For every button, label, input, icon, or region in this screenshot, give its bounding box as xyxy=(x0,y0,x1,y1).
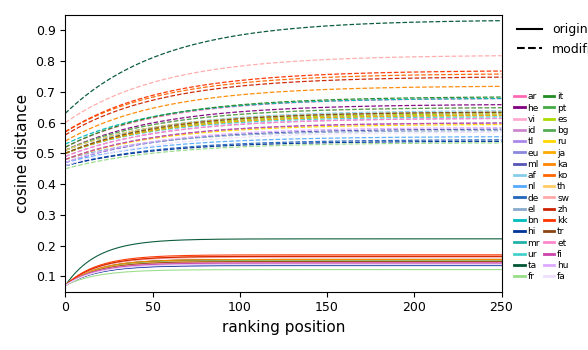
Legend: ar, he, vi, id, tl, eu, ml, af, nl, de, el, bn, hi, mr, ur, ta, fr, it, pt, es, : ar, he, vi, id, tl, eu, ml, af, nl, de, … xyxy=(510,89,573,285)
X-axis label: ranking position: ranking position xyxy=(222,320,345,335)
Y-axis label: cosine distance: cosine distance xyxy=(15,94,30,213)
